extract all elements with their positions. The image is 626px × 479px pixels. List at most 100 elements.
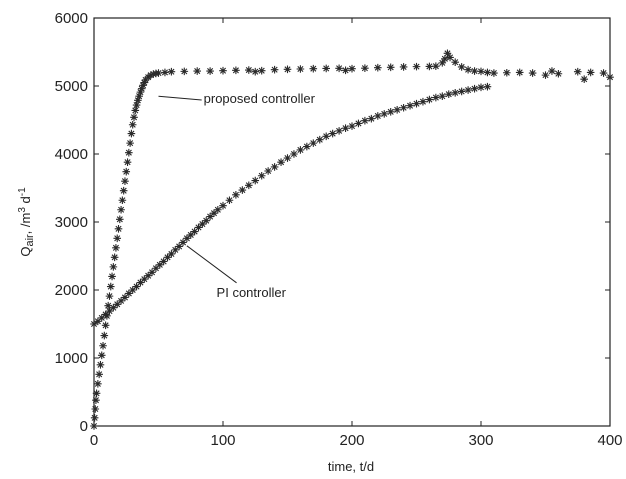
data-point	[464, 86, 472, 94]
data-point	[290, 150, 298, 158]
annotation-leader	[158, 95, 202, 101]
data-point	[257, 66, 266, 75]
data-point	[179, 238, 187, 247]
data-point	[97, 314, 106, 322]
data-point	[167, 67, 176, 76]
data-point	[245, 181, 253, 190]
data-point	[483, 68, 492, 77]
data-point	[446, 53, 454, 62]
data-point	[97, 351, 106, 360]
data-point	[515, 68, 524, 77]
x-tick-label: 0	[90, 432, 98, 449]
data-point	[113, 300, 122, 309]
data-point	[412, 99, 421, 108]
data-point	[328, 129, 337, 138]
data-point	[264, 167, 272, 175]
x-axis-label: time, t/d	[328, 459, 374, 474]
data-point	[104, 301, 112, 310]
data-point	[322, 132, 330, 141]
data-point	[335, 64, 343, 73]
plot-frame	[93, 17, 611, 427]
data-point	[132, 282, 141, 291]
data-point	[303, 142, 311, 151]
data-point	[548, 67, 556, 75]
data-point	[125, 148, 133, 157]
x-tick-label: 400	[597, 432, 622, 449]
data-point	[136, 278, 145, 287]
data-point	[470, 84, 479, 93]
data-point	[121, 293, 129, 302]
data-point	[406, 101, 414, 110]
data-point	[315, 135, 324, 144]
data-point	[283, 154, 292, 162]
data-point	[105, 292, 114, 300]
series-layer	[90, 49, 614, 430]
data-point	[114, 225, 123, 233]
data-point	[438, 92, 447, 100]
data-point	[91, 405, 100, 413]
data-point	[183, 234, 191, 243]
data-point	[443, 49, 452, 58]
data-point	[490, 69, 498, 77]
data-point	[163, 253, 172, 262]
data-point	[225, 196, 234, 205]
data-point	[232, 66, 240, 75]
data-point	[148, 268, 156, 277]
data-point	[112, 244, 120, 252]
data-point	[354, 119, 363, 128]
data-point	[131, 106, 140, 115]
data-point	[186, 231, 195, 239]
data-point	[144, 271, 152, 280]
data-point	[386, 63, 395, 72]
data-point	[457, 63, 466, 71]
data-point	[296, 146, 305, 154]
data-point	[232, 191, 240, 199]
data-point	[140, 78, 149, 87]
data-point	[128, 120, 137, 129]
data-point	[130, 113, 138, 122]
data-point	[198, 220, 207, 228]
data-point	[335, 127, 343, 135]
data-point	[100, 331, 109, 340]
data-point	[206, 67, 214, 75]
data-point	[554, 69, 563, 78]
data-point	[92, 389, 101, 398]
y-axis-label-units: , /m	[18, 213, 33, 235]
data-point	[477, 67, 485, 76]
data-point	[119, 186, 128, 195]
data-point	[95, 370, 103, 379]
data-point	[296, 65, 305, 73]
data-point	[541, 71, 550, 79]
data-point	[149, 70, 158, 78]
data-point	[146, 71, 155, 79]
data-point	[167, 250, 176, 258]
data-point	[399, 103, 408, 112]
data-point	[90, 422, 98, 430]
data-point	[270, 65, 279, 74]
data-point	[171, 246, 180, 254]
data-point	[101, 321, 110, 330]
y-tick-label: 0	[80, 418, 88, 435]
data-point	[257, 171, 266, 180]
data-point	[503, 68, 511, 77]
data-point	[193, 67, 201, 75]
data-point	[110, 253, 119, 262]
data-point	[412, 62, 421, 71]
data-point	[573, 67, 582, 76]
data-point	[139, 81, 147, 90]
data-point	[444, 90, 453, 98]
data-point	[127, 129, 136, 138]
data-point	[309, 64, 318, 73]
data-point	[132, 101, 141, 109]
data-point	[137, 84, 146, 93]
data-point	[108, 272, 116, 281]
annotations-layer: proposed controller PI controller	[158, 91, 316, 300]
data-point	[245, 66, 253, 74]
data-point	[180, 67, 189, 76]
data-point	[270, 163, 279, 171]
data-point	[109, 303, 118, 312]
data-point	[451, 89, 459, 97]
y-axis-label-main: Q	[18, 247, 33, 257]
y-tick-label: 3000	[55, 214, 88, 231]
